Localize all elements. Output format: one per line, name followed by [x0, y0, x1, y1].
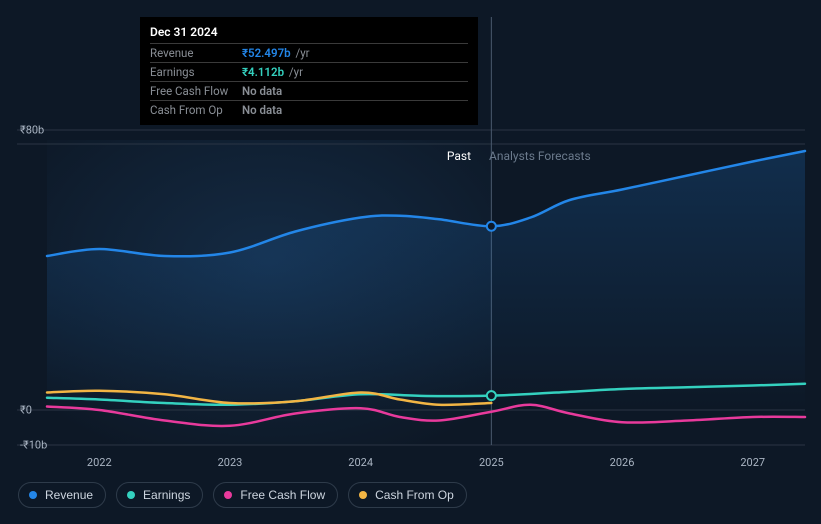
- legend-dot-icon: [29, 491, 37, 499]
- y-axis-label: -₹10b: [20, 439, 47, 452]
- y-axis-label: ₹80b: [20, 124, 44, 137]
- x-axis-label: 2027: [740, 456, 765, 469]
- x-axis-label: 2026: [610, 456, 635, 469]
- tooltip-row-value: ₹52.497b /yr: [242, 46, 310, 60]
- tooltip-date: Dec 31 2024: [150, 25, 468, 43]
- x-axis-label: 2023: [218, 456, 243, 469]
- tooltip-row-label: Cash From Op: [150, 103, 242, 117]
- hover-tooltip: Dec 31 2024 Revenue₹52.497b /yrEarnings₹…: [140, 17, 478, 125]
- legend-label: Earnings: [143, 488, 190, 502]
- tooltip-row: Cash From OpNo data: [150, 100, 468, 119]
- x-axis-label: 2025: [479, 456, 504, 469]
- legend-label: Cash From Op: [375, 488, 454, 502]
- tooltip-row-value: ₹4.112b /yr: [242, 65, 303, 79]
- x-axis-label: 2022: [87, 456, 112, 469]
- forecast-region-label: Analysts Forecasts: [489, 149, 591, 163]
- tooltip-row-value: No data: [242, 84, 282, 98]
- x-axis-label: 2024: [348, 456, 373, 469]
- legend-dot-icon: [359, 491, 367, 499]
- tooltip-row-label: Revenue: [150, 46, 242, 60]
- tooltip-row: Revenue₹52.497b /yr: [150, 43, 468, 62]
- legend-pill-revenue[interactable]: Revenue: [18, 482, 106, 508]
- tooltip-row-label: Earnings: [150, 65, 242, 79]
- tooltip-row: Earnings₹4.112b /yr: [150, 62, 468, 81]
- legend-pill-fcf[interactable]: Free Cash Flow: [213, 482, 338, 508]
- legend-pill-earnings[interactable]: Earnings: [116, 482, 203, 508]
- legend-label: Revenue: [45, 488, 93, 502]
- legend: Revenue Earnings Free Cash Flow Cash From O…: [18, 482, 467, 508]
- past-region-label: Past: [447, 149, 471, 163]
- legend-label: Free Cash Flow: [240, 488, 325, 502]
- hover-marker-earnings: [487, 391, 496, 400]
- tooltip-row: Free Cash FlowNo data: [150, 81, 468, 100]
- legend-dot-icon: [127, 491, 135, 499]
- earnings-revenue-chart: Past Analysts Forecasts Dec 31 2024 Reve…: [0, 0, 821, 524]
- legend-pill-cfo[interactable]: Cash From Op: [348, 482, 467, 508]
- y-axis-label: ₹0: [20, 404, 32, 417]
- legend-dot-icon: [224, 491, 232, 499]
- tooltip-row-label: Free Cash Flow: [150, 84, 242, 98]
- hover-marker-revenue: [487, 222, 496, 231]
- tooltip-row-value: No data: [242, 103, 282, 117]
